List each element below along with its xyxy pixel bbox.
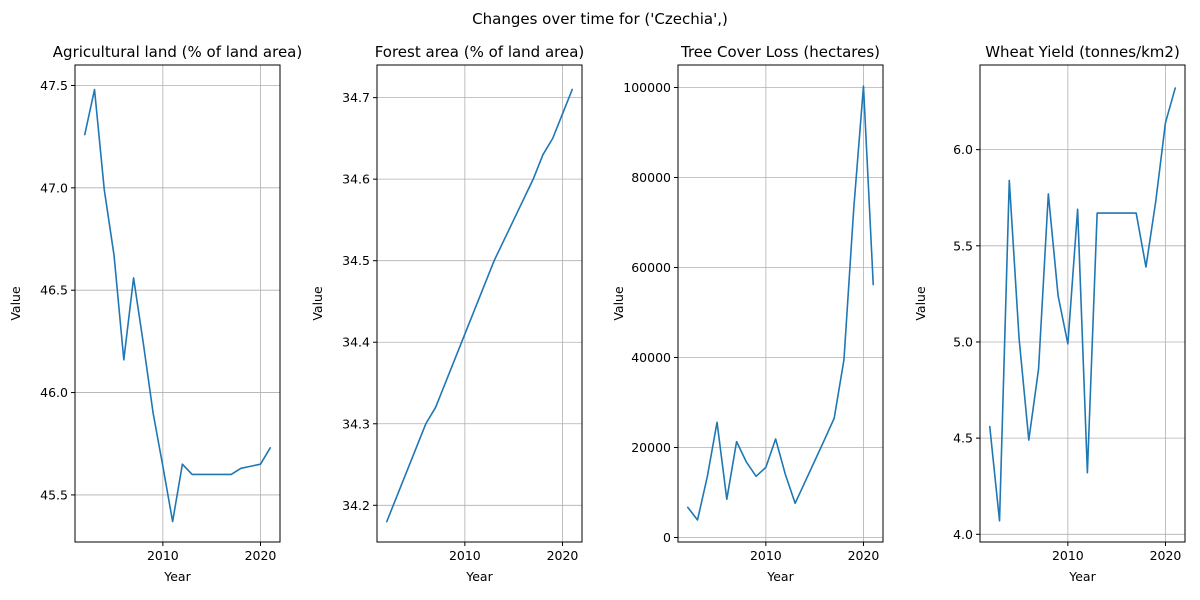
x-axis-label: Year	[163, 569, 191, 584]
y-tick-label: 6.0	[953, 142, 973, 157]
x-tick-label: 2020	[245, 548, 277, 563]
x-tick-label: 2020	[1150, 548, 1182, 563]
series-line	[385, 88, 574, 523]
y-tick-label: 60000	[631, 260, 671, 275]
y-tick-label: 5.5	[953, 238, 973, 253]
x-tick-label: 2020	[848, 548, 880, 563]
y-tick-label: 46.5	[40, 283, 68, 298]
y-tick-label: 34.3	[342, 416, 370, 431]
y-tick-label: 100000	[623, 80, 671, 95]
y-axis-label: Value	[310, 286, 325, 321]
chart-panel-2: 2010 2020 34.2 34.3 34.4 34.5 34.6 34.7 Forest a…	[310, 43, 584, 584]
y-tick-label: 40000	[631, 350, 671, 365]
y-tick-label: 34.2	[342, 498, 370, 513]
plot-frame	[979, 64, 1186, 543]
plot-frame	[74, 64, 281, 543]
chart-title: Forest area (% of land area)	[375, 43, 585, 61]
y-tick-label: 34.5	[342, 253, 370, 268]
chart-title: Wheat Yield (tonnes/km2)	[985, 43, 1180, 61]
y-tick-label: 34.7	[342, 90, 370, 105]
y-tick-label: 4.5	[953, 431, 973, 446]
y-axis-label: Value	[611, 286, 626, 321]
plot-frame	[376, 64, 583, 543]
y-tick-label: 34.6	[342, 172, 370, 187]
y-tick-label: 47.0	[40, 180, 68, 195]
series-line	[686, 85, 875, 521]
y-tick-label: 46.0	[40, 385, 68, 400]
y-tick-label: 34.4	[342, 335, 370, 350]
y-tick-label: 20000	[631, 440, 671, 455]
y-tick-label: 5.0	[953, 334, 973, 349]
chart-panel-3: 2010 2020 0 20000 40000 60000 80000 100000 Tree …	[611, 43, 884, 584]
y-tick-label: 45.5	[40, 487, 68, 502]
figure-suptitle: Changes over time for ('Czechia',)	[472, 10, 728, 28]
x-tick-label: 2010	[449, 548, 481, 563]
series-line	[83, 88, 272, 523]
chart-panel-1: 2010 2020 45.5 46.0 46.5 47.0 47.5 Agricultural…	[8, 43, 302, 584]
chart-title: Tree Cover Loss (hectares)	[680, 43, 880, 61]
x-axis-label: Year	[465, 569, 493, 584]
x-tick-label: 2010	[147, 548, 179, 563]
y-tick-label: 4.0	[953, 527, 973, 542]
y-axis-label: Value	[913, 286, 928, 321]
y-axis-label: Value	[8, 286, 23, 321]
chart-panel-4: 2010 2020 4.0 4.5 5.0 5.5 6.0 Wheat Yield (tonn…	[913, 43, 1186, 584]
chart-title: Agricultural land (% of land area)	[53, 43, 302, 61]
y-tick-label: 47.5	[40, 78, 68, 93]
x-tick-label: 2020	[547, 548, 579, 563]
x-tick-label: 2010	[750, 548, 782, 563]
x-axis-label: Year	[1068, 569, 1096, 584]
y-tick-label: 80000	[631, 170, 671, 185]
plot-frame	[677, 64, 884, 543]
series-line	[988, 87, 1177, 522]
y-tick-label: 0	[663, 530, 671, 545]
x-tick-label: 2010	[1052, 548, 1084, 563]
x-axis-label: Year	[766, 569, 794, 584]
